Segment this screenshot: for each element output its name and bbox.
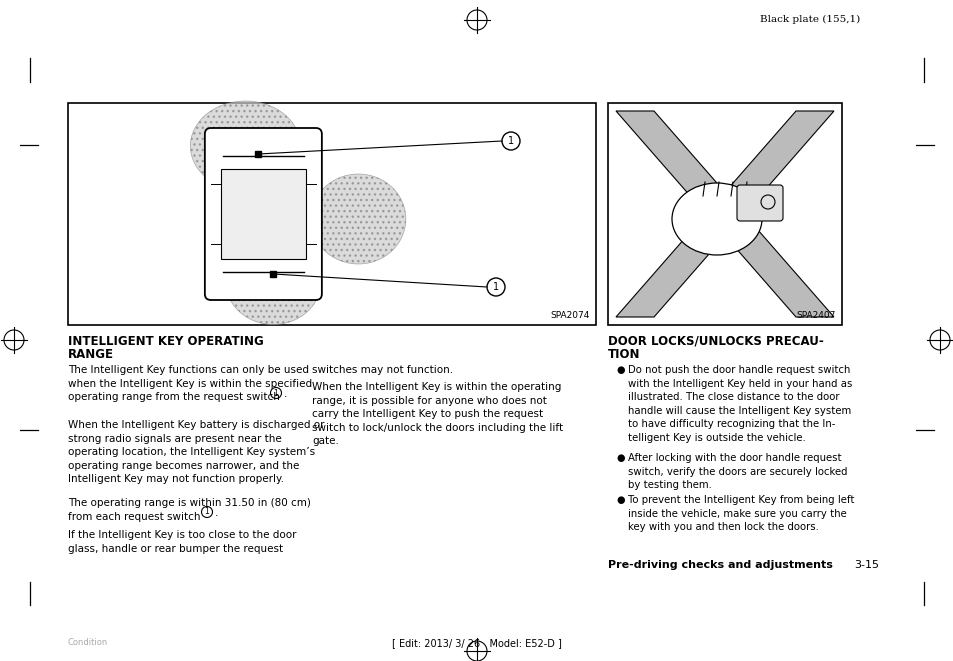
Text: DOOR LOCKS/UNLOCKS PRECAU-: DOOR LOCKS/UNLOCKS PRECAU- bbox=[607, 335, 822, 348]
Ellipse shape bbox=[311, 174, 405, 264]
Ellipse shape bbox=[226, 239, 320, 325]
Polygon shape bbox=[616, 111, 833, 317]
Text: ●: ● bbox=[616, 453, 624, 463]
Text: SPA2074: SPA2074 bbox=[550, 311, 589, 320]
FancyBboxPatch shape bbox=[737, 185, 782, 221]
Text: Do not push the door handle request switch
with the Intelligent Key held in your: Do not push the door handle request swit… bbox=[627, 365, 851, 443]
Text: 3-15: 3-15 bbox=[853, 560, 878, 570]
Text: When the Intelligent Key battery is discharged or
strong radio signals are prese: When the Intelligent Key battery is disc… bbox=[68, 420, 324, 485]
Text: 1: 1 bbox=[204, 508, 209, 516]
Text: .: . bbox=[284, 389, 287, 399]
Text: switches may not function.: switches may not function. bbox=[312, 365, 453, 375]
Text: Black plate (155,1): Black plate (155,1) bbox=[760, 15, 860, 24]
Text: 1: 1 bbox=[507, 136, 514, 146]
Text: When the Intelligent Key is within the operating
range, it is possible for anyon: When the Intelligent Key is within the o… bbox=[312, 382, 562, 446]
Text: [ Edit: 2013/ 3/ 26   Model: E52-D ]: [ Edit: 2013/ 3/ 26 Model: E52-D ] bbox=[392, 638, 561, 648]
Text: 1: 1 bbox=[274, 389, 278, 397]
Bar bbox=[607, 103, 841, 325]
Bar bbox=[221, 169, 306, 259]
Text: ●: ● bbox=[616, 365, 624, 375]
Text: If the Intelligent Key is too close to the door
glass, handle or rear bumper the: If the Intelligent Key is too close to t… bbox=[68, 530, 296, 554]
Text: .: . bbox=[214, 508, 218, 518]
Text: INTELLIGENT KEY OPERATING: INTELLIGENT KEY OPERATING bbox=[68, 335, 263, 348]
Text: Condition: Condition bbox=[68, 638, 108, 647]
Text: After locking with the door handle request
switch, verify the doors are securely: After locking with the door handle reque… bbox=[627, 453, 846, 490]
Text: ●: ● bbox=[616, 495, 624, 505]
Bar bbox=[68, 103, 596, 325]
Text: RANGE: RANGE bbox=[68, 348, 113, 361]
Text: The operating range is within 31.50 in (80 cm)
from each request switch: The operating range is within 31.50 in (… bbox=[68, 498, 311, 522]
Text: TION: TION bbox=[607, 348, 639, 361]
FancyBboxPatch shape bbox=[205, 128, 321, 300]
Text: To prevent the Intelligent Key from being left
inside the vehicle, make sure you: To prevent the Intelligent Key from bein… bbox=[627, 495, 854, 532]
Polygon shape bbox=[616, 111, 833, 317]
Text: 1: 1 bbox=[493, 282, 498, 292]
Text: SPA2407: SPA2407 bbox=[796, 311, 835, 320]
Text: Pre-driving checks and adjustments: Pre-driving checks and adjustments bbox=[607, 560, 832, 570]
Ellipse shape bbox=[191, 101, 300, 191]
Text: The Intelligent Key functions can only be used
when the Intelligent Key is withi: The Intelligent Key functions can only b… bbox=[68, 365, 312, 402]
Ellipse shape bbox=[671, 183, 761, 255]
